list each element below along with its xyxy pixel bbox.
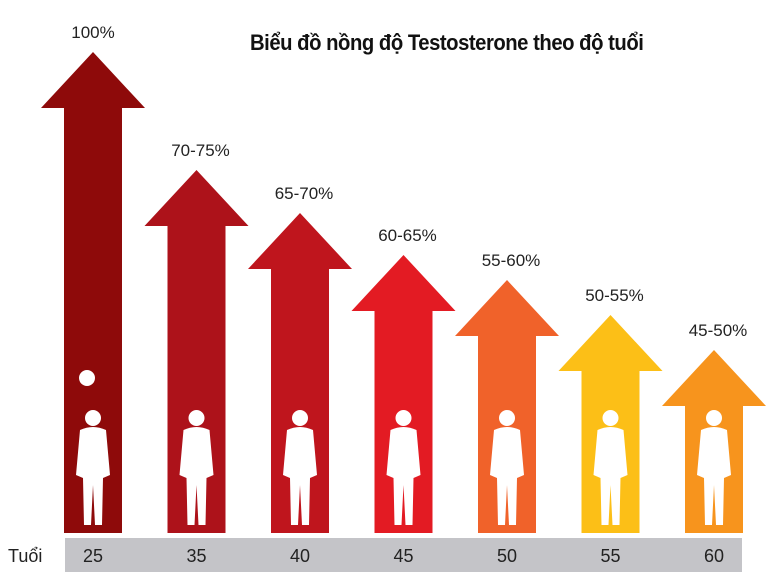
arrow-bar-45 bbox=[351, 255, 456, 533]
arrow-mark bbox=[248, 213, 352, 533]
axis-band bbox=[65, 538, 742, 572]
x-tick-label: 50 bbox=[497, 546, 517, 566]
x-tick-label: 40 bbox=[290, 546, 310, 566]
x-tick-label: 45 bbox=[393, 546, 413, 566]
arrow-bar-55 bbox=[558, 315, 663, 533]
arrow-mark bbox=[455, 280, 559, 533]
arrow-bar-60 bbox=[662, 350, 766, 533]
x-tick-label: 60 bbox=[704, 546, 724, 566]
data-label: 50-55% bbox=[585, 286, 644, 305]
data-label: 65-70% bbox=[275, 184, 334, 203]
arrow-mark bbox=[144, 170, 249, 533]
person-icon bbox=[490, 410, 524, 525]
data-label: 100% bbox=[71, 23, 114, 42]
person-icon bbox=[386, 410, 421, 525]
chart-title: Biểu đồ nồng độ Testosterone theo độ tuổ… bbox=[250, 30, 644, 55]
arrow-mark bbox=[351, 255, 456, 533]
person-icon bbox=[593, 410, 628, 525]
arrow-bar-25 bbox=[41, 52, 145, 533]
arrow-bar-50 bbox=[455, 280, 559, 533]
data-label: 60-65% bbox=[378, 226, 437, 245]
arrow-bar-40 bbox=[248, 213, 352, 533]
person-icon bbox=[283, 410, 317, 525]
data-label: 55-60% bbox=[482, 251, 541, 270]
x-tick-label: 25 bbox=[83, 546, 103, 566]
x-tick-label: 55 bbox=[600, 546, 620, 566]
person-icon bbox=[76, 370, 110, 525]
person-icon bbox=[697, 410, 731, 525]
arrow-bar-35 bbox=[144, 170, 249, 533]
data-label: 70-75% bbox=[171, 141, 230, 160]
x-tick-label: 35 bbox=[186, 546, 206, 566]
data-label: 45-50% bbox=[689, 321, 748, 340]
arrow-mark bbox=[41, 52, 145, 533]
person-icon bbox=[179, 410, 214, 525]
x-axis-label: Tuổi bbox=[8, 546, 42, 566]
